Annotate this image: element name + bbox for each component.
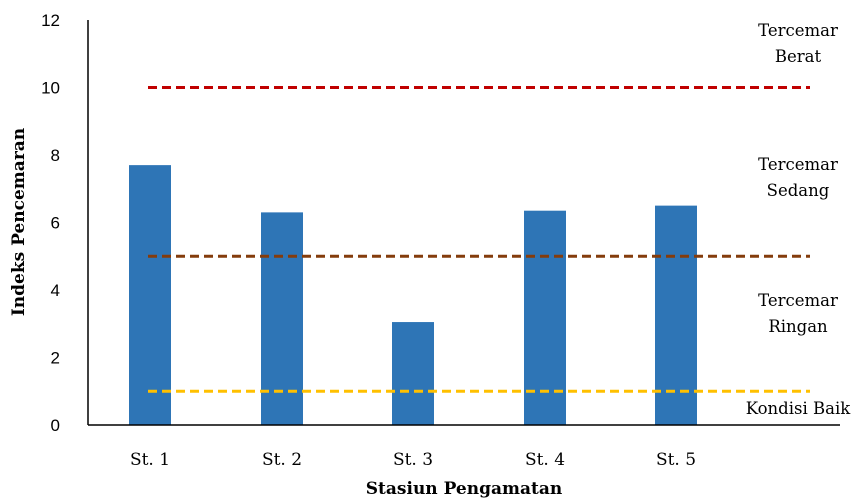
zone-label: Tercemar	[758, 155, 838, 174]
y-tick-label: 6	[51, 214, 60, 233]
bar	[655, 205, 697, 425]
x-tick-label: St. 5	[656, 450, 696, 470]
zone-label: Ringan	[768, 317, 828, 336]
bar	[261, 212, 303, 425]
bar	[524, 210, 566, 425]
x-tick-label: St. 4	[525, 450, 565, 470]
x-tick-label: St. 3	[393, 450, 433, 470]
zone-label: Sedang	[767, 181, 830, 200]
x-tick-label: St. 2	[262, 450, 302, 470]
y-tick-label: 8	[51, 146, 60, 165]
y-axis-ticks: 0 2 4 6 8 10 12	[41, 11, 60, 435]
y-tick-label: 12	[41, 11, 60, 30]
bar	[129, 165, 171, 425]
threshold-lines	[148, 86, 810, 393]
x-tick-label: St. 1	[130, 450, 170, 470]
zone-labels: Tercemar Berat Tercemar Sedang Tercemar Ringa…	[746, 21, 852, 418]
bar	[392, 322, 434, 425]
zone-label: Berat	[775, 47, 822, 66]
zone-label: Tercemar	[758, 291, 838, 310]
y-tick-label: 0	[51, 416, 60, 435]
y-tick-label: 4	[51, 281, 60, 300]
x-axis-categories: St. 1 St. 2 St. 3 St. 4 St. 5	[130, 450, 696, 470]
y-tick-label: 10	[41, 79, 60, 98]
bars	[129, 165, 697, 425]
y-tick-label: 2	[51, 349, 60, 368]
zone-label: Kondisi Baik	[746, 399, 852, 418]
y-axis-title: Indeks Pencemaran	[9, 128, 29, 316]
x-axis-title: Stasiun Pengamatan	[366, 479, 562, 499]
zone-label: Tercemar	[758, 21, 838, 40]
